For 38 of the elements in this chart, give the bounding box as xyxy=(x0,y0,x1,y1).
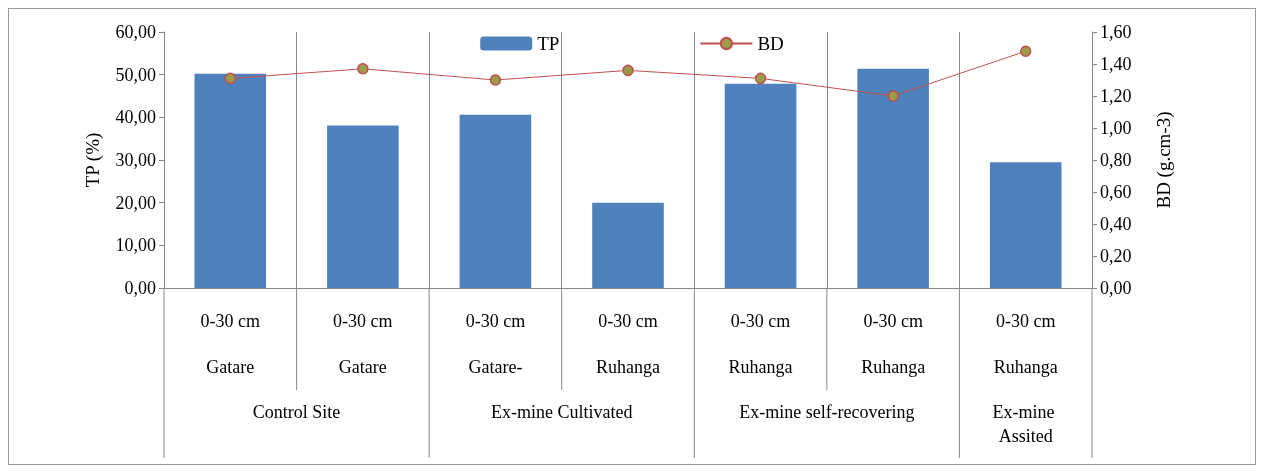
text: Ex-mine Cultivated xyxy=(490,402,633,422)
text: Ex-mine Assited xyxy=(992,402,1059,446)
text: Gatare xyxy=(338,357,387,377)
y2-tick-label: 0,00 xyxy=(1100,278,1132,298)
y2-tick-label: 1,60 xyxy=(1100,22,1132,42)
legend-label: BD xyxy=(757,33,784,54)
y2-tick-label: 1,00 xyxy=(1100,118,1132,138)
text: Ruhanga xyxy=(861,357,926,377)
y-tick-label: 30,00 xyxy=(115,150,156,170)
y-tick-label: 20,00 xyxy=(115,192,156,213)
text: Ruhanga xyxy=(993,357,1058,377)
text: Gatare xyxy=(206,357,255,377)
x-tick-label: 0-30 cm xyxy=(200,311,261,331)
y2-tick-label: 1,40 xyxy=(1100,54,1132,74)
y-tick-label: 40,00 xyxy=(115,107,156,128)
y2-tick-label: 1,20 xyxy=(1100,86,1132,106)
y-tick-label: 0,00 xyxy=(124,278,156,298)
x-tick-label: 0-30 cm xyxy=(863,311,923,331)
y2-tick-label: 0,80 xyxy=(1100,150,1132,170)
y2-axis-title: BD (g.cm-3) xyxy=(1153,111,1175,209)
text: Ruhanga xyxy=(596,357,660,377)
x-tick-label: 0-30 cm xyxy=(465,311,526,331)
y-tick-label: 10,00 xyxy=(115,235,156,256)
legend-label: TP xyxy=(537,33,560,54)
y-tick-label: 60,00 xyxy=(115,22,156,42)
text: Gatare- xyxy=(468,357,523,377)
x-tick-label: 0-30 cm xyxy=(995,311,1056,331)
text: Ex-mine self-recovering xyxy=(739,402,915,422)
x-tick-label: 0-30 cm xyxy=(730,311,791,331)
y2-tick-label: 0,60 xyxy=(1100,182,1132,202)
x-tick-label: 0-30 cm xyxy=(333,311,393,331)
x-tick-label: 0-30 cm xyxy=(598,311,658,331)
text: Control Site xyxy=(252,402,341,422)
text: Ruhanga xyxy=(728,357,793,377)
y-tick-label: 50,00 xyxy=(115,64,156,85)
y-axis-title: TP (%) xyxy=(82,132,104,188)
y2-tick-label: 0,40 xyxy=(1100,214,1132,234)
y2-tick-label: 0,20 xyxy=(1100,246,1132,266)
